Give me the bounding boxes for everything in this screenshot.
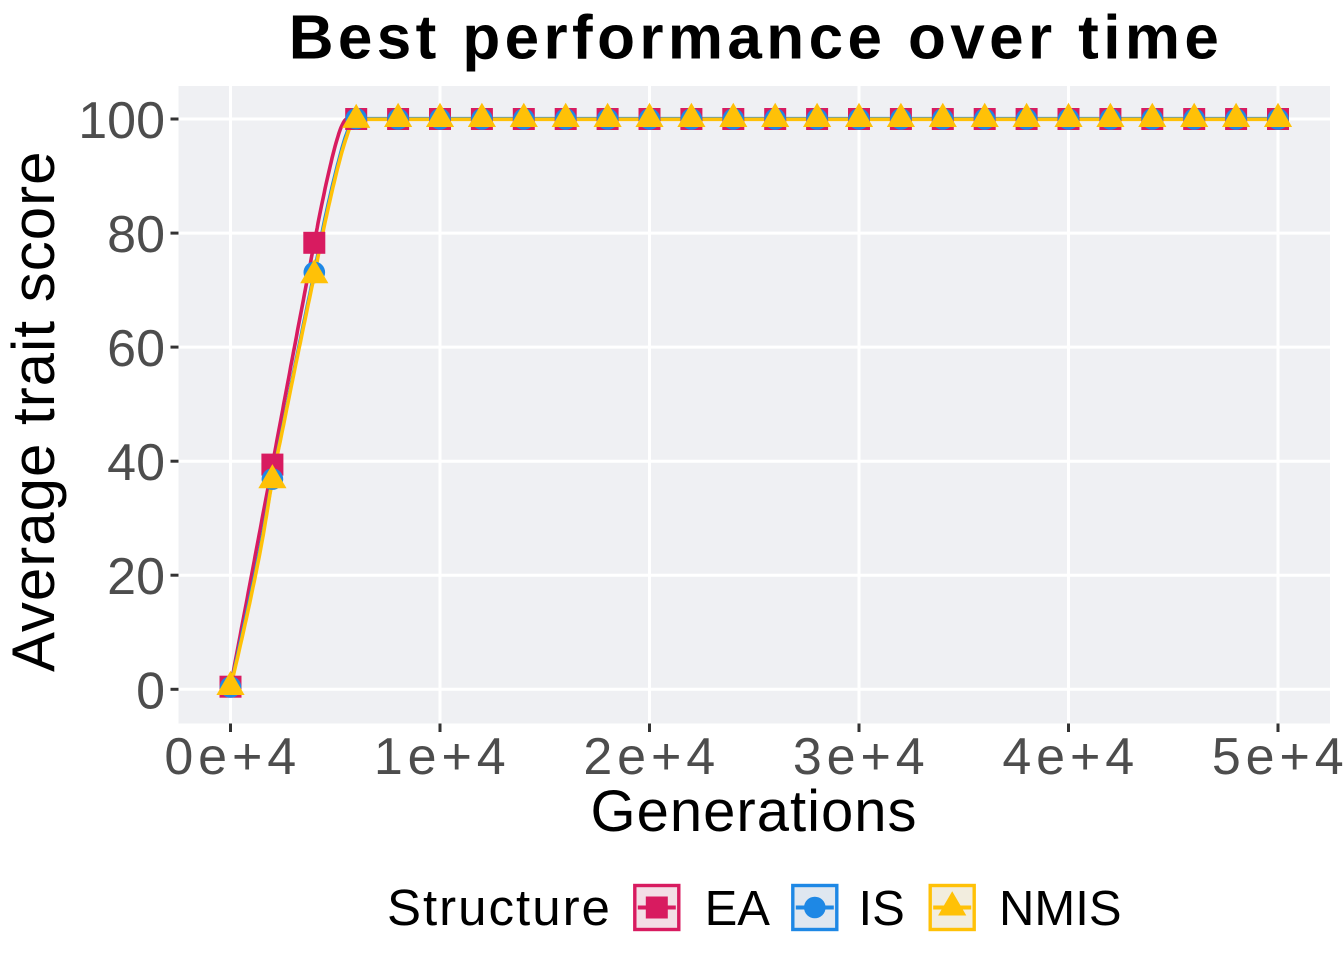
svg-text:Generations: Generations	[591, 779, 918, 844]
svg-text:40: 40	[107, 434, 165, 492]
svg-text:IS: IS	[859, 882, 905, 936]
svg-text:60: 60	[107, 320, 165, 378]
svg-text:0e+4: 0e+4	[164, 728, 301, 786]
svg-text:80: 80	[107, 206, 165, 264]
svg-text:3e+4: 3e+4	[793, 728, 930, 786]
svg-text:Structure: Structure	[387, 879, 612, 936]
svg-text:5e+4: 5e+4	[1212, 728, 1344, 786]
svg-text:0: 0	[136, 662, 165, 720]
svg-text:2e+4: 2e+4	[583, 728, 720, 786]
svg-text:20: 20	[107, 548, 165, 606]
svg-text:Best performance over time: Best performance over time	[289, 4, 1223, 73]
svg-text:100: 100	[78, 92, 165, 150]
svg-text:1e+4: 1e+4	[374, 728, 511, 786]
svg-text:NMIS: NMIS	[999, 882, 1122, 936]
svg-text:Average trait score: Average trait score	[0, 151, 67, 672]
svg-text:4e+4: 4e+4	[1002, 728, 1139, 786]
svg-text:EA: EA	[705, 882, 771, 936]
